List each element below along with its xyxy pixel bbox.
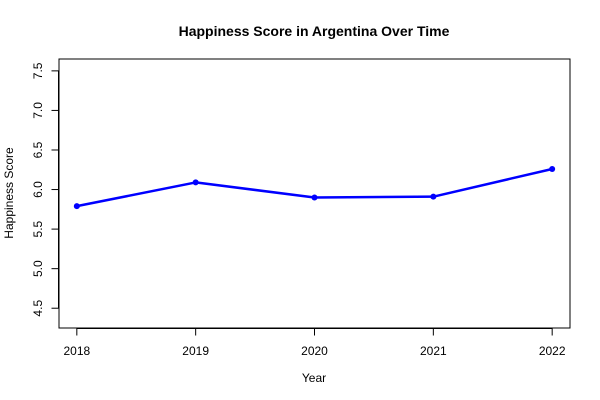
data-point [430, 193, 437, 200]
data-point [549, 165, 556, 172]
data-point [311, 194, 318, 201]
y-tick-label: 4.5 [31, 300, 45, 317]
series-line [76, 167, 553, 208]
y-tick-label: 6.0 [31, 181, 45, 198]
data-point [192, 179, 199, 186]
y-tick-label: 5.5 [31, 220, 45, 237]
series-layer [73, 165, 556, 210]
y-axis-label: Happiness Score [2, 147, 16, 239]
x-axis-label: Year [302, 371, 326, 385]
chart-title: Happiness Score in Argentina Over Time [179, 23, 450, 39]
x-tick-label: 2022 [539, 344, 566, 358]
y-tick-label: 7.5 [31, 62, 45, 79]
x-axis: 2018 2019 2020 2021 2022 [63, 328, 566, 358]
x-tick-label: 2018 [63, 344, 90, 358]
x-tick-label: 2021 [420, 344, 447, 358]
y-tick-label: 7.0 [31, 102, 45, 119]
data-point [73, 203, 80, 210]
x-tick-label: 2019 [182, 344, 209, 358]
x-tick-label: 2020 [301, 344, 328, 358]
y-tick-label: 6.5 [31, 141, 45, 158]
y-tick-label: 5.0 [31, 260, 45, 277]
y-axis: 4.5 5.0 5.5 6.0 6.5 7.0 7.5 [31, 62, 59, 317]
